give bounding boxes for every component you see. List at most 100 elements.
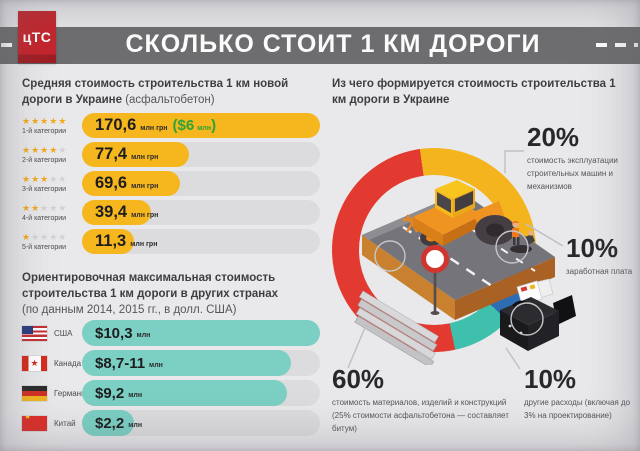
callout-materials-pct: 60% xyxy=(332,364,385,394)
road-construction-illustration xyxy=(354,180,576,365)
china-flag-icon xyxy=(22,415,47,431)
bar-track: 77,4 млн грн xyxy=(82,142,320,167)
bar-fill xyxy=(82,229,135,254)
callout-other: 10% другие расходы (включая до 3% на про… xyxy=(524,366,636,423)
bar-fill xyxy=(82,320,320,346)
marker-circle-other xyxy=(510,302,544,336)
marker-circle-salary xyxy=(495,230,529,264)
bar-row-usa: США $10,3 млн xyxy=(22,318,322,348)
bar-value: $9,2 млн xyxy=(95,384,143,402)
bar-fill xyxy=(82,142,190,167)
star-rating-icon: ★★★★★ xyxy=(22,115,68,126)
bar-fill xyxy=(82,113,320,138)
bar-value: 39,4 млн грн xyxy=(95,203,159,221)
connector-other xyxy=(505,347,521,370)
bar-track: $10,3 млн xyxy=(82,320,320,346)
slab-left-face xyxy=(362,235,455,320)
construction-workers xyxy=(510,220,535,253)
ukraine-section-title-note: (асфальтобетон) xyxy=(125,94,215,107)
connector-machines xyxy=(504,150,524,173)
bar-track: $9,2 млн xyxy=(82,380,320,406)
bar-value: $2,2 млн xyxy=(95,414,143,432)
bar-row-category-3: ★★★★★ 3-й категории 69,6 млн грн xyxy=(22,169,322,198)
bar-row-category-1: ★★★★★ 1-й категории 170,6 млн грн ($6 мл… xyxy=(22,111,322,140)
bar-fill xyxy=(82,171,180,196)
callout-salary: 10% заработная плата xyxy=(566,235,638,279)
star-rating-icon: ★★★★★ xyxy=(22,231,68,242)
row-label: ★★★★★ 4-й категории xyxy=(22,203,82,222)
bar-track: 69,6 млн грн xyxy=(82,171,320,196)
road-roller xyxy=(413,180,515,246)
bar-track: 170,6 млн грн ($6 млн ) xyxy=(82,113,320,138)
row-label: США xyxy=(22,325,82,341)
bar-value: 77,4 млн грн xyxy=(95,145,159,163)
ukraine-section-title-bold: Средняя стоимость строительства 1 км нов… xyxy=(22,78,289,107)
slab-right-face xyxy=(455,257,555,320)
canada-flag-icon xyxy=(22,355,47,371)
row-label: ★★★★★ 1-й категории xyxy=(22,115,82,135)
callout-materials: 60% стоимость материалов, изделий и конс… xyxy=(332,366,524,435)
bar-row-canada: Канада $8,7-11 млн xyxy=(22,348,322,378)
category-label: 1-й категории xyxy=(22,127,67,135)
cts-logo: цТС xyxy=(18,11,56,63)
row-label: Китай xyxy=(22,415,82,431)
bar-fill xyxy=(82,410,135,436)
world-section-title-note: (по данным 2014, 2015 гг., в долл. США) xyxy=(22,304,237,317)
star-rating-icon: ★★★★★ xyxy=(22,144,68,155)
category-label: 4-й категории xyxy=(22,214,67,222)
row-label: Канада xyxy=(22,355,82,371)
bar-fill xyxy=(82,200,152,225)
page-title: СКОЛЬКО СТОИТ 1 КМ ДОРОГИ xyxy=(125,30,541,58)
road-dash-right-icon xyxy=(596,43,638,47)
category-label: 2-й категории xyxy=(22,156,67,164)
callout-materials-desc: стоимость материалов, изделий и конструк… xyxy=(332,398,509,433)
ukraine-cost-bar-chart: ★★★★★ 1-й категории 170,6 млн грн ($6 мл… xyxy=(22,111,322,256)
bar-fill xyxy=(82,380,287,406)
bar-row-category-4: ★★★★★ 4-й категории 39,4 млн грн xyxy=(22,198,322,227)
connector-salary xyxy=(525,223,564,247)
briefcase xyxy=(500,278,576,351)
bar-value: 69,6 млн грн xyxy=(95,174,159,192)
bar-value: $10,3 млн xyxy=(95,324,151,342)
breakdown-section-title: Из чего формируется стоимость строительс… xyxy=(332,78,616,107)
bar-value: 11,3 млн грн xyxy=(95,232,158,250)
country-label: Канада xyxy=(54,358,82,368)
country-label: Германия xyxy=(54,388,90,398)
callout-salary-pct: 10% xyxy=(566,233,619,263)
world-section-title: Ориентировочная максимальная стоимость с… xyxy=(22,270,314,318)
row-label: ★★★★★ 3-й категории xyxy=(22,173,82,193)
usa-flag-icon xyxy=(22,325,47,341)
callout-connectors xyxy=(347,150,564,370)
cts-logo-text: цТС xyxy=(22,29,52,45)
connector-materials xyxy=(347,324,367,369)
callout-other-pct: 10% xyxy=(524,364,577,394)
road-sign xyxy=(421,245,449,315)
callout-machines-pct: 20% xyxy=(527,122,580,152)
callout-machines-desc: стоимость эксплуатации строительных маши… xyxy=(527,156,618,191)
marker-circle-materials xyxy=(374,240,406,272)
callout-salary-desc: заработная плата xyxy=(566,267,633,276)
world-section-title-bold: Ориентировочная максимальная стоимость с… xyxy=(22,272,279,301)
callout-machines: 20% стоимость эксплуатации строительных … xyxy=(527,124,640,193)
ukraine-section-title: Средняя стоимость строительства 1 км нов… xyxy=(22,76,314,108)
callout-other-desc: другие расходы (включая до 3% на проекти… xyxy=(524,398,631,420)
row-label: ★★★★★ 5-й категории xyxy=(22,231,82,251)
country-label: Китай xyxy=(54,418,76,428)
bar-row-germany: Германия $9,2 млн xyxy=(22,378,322,408)
bar-track: $8,7-11 млн xyxy=(82,350,320,376)
row-label: Германия xyxy=(22,385,90,401)
bar-row-category-2: ★★★★★ 2-й категории 77,4 млн грн xyxy=(22,140,322,169)
bar-track: 39,4 млн грн xyxy=(82,200,320,225)
bar-row-category-5: ★★★★★ 5-й категории 11,3 млн грн xyxy=(22,227,322,256)
world-cost-bar-chart: США $10,3 млн Канада $8,7-11 млн xyxy=(22,318,322,438)
header-bar xyxy=(0,27,640,64)
bar-track: $2,2 млн xyxy=(82,410,320,436)
bar-value: 170,6 млн грн ($6 млн ) xyxy=(95,116,217,134)
bar-fill xyxy=(82,350,292,376)
star-rating-icon: ★★★★★ xyxy=(22,173,68,184)
category-label: 3-й категории xyxy=(22,185,67,193)
category-label: 5-й категории xyxy=(22,243,67,251)
bar-track: 11,3 млн грн xyxy=(82,229,320,254)
germany-flag-icon xyxy=(22,385,47,401)
